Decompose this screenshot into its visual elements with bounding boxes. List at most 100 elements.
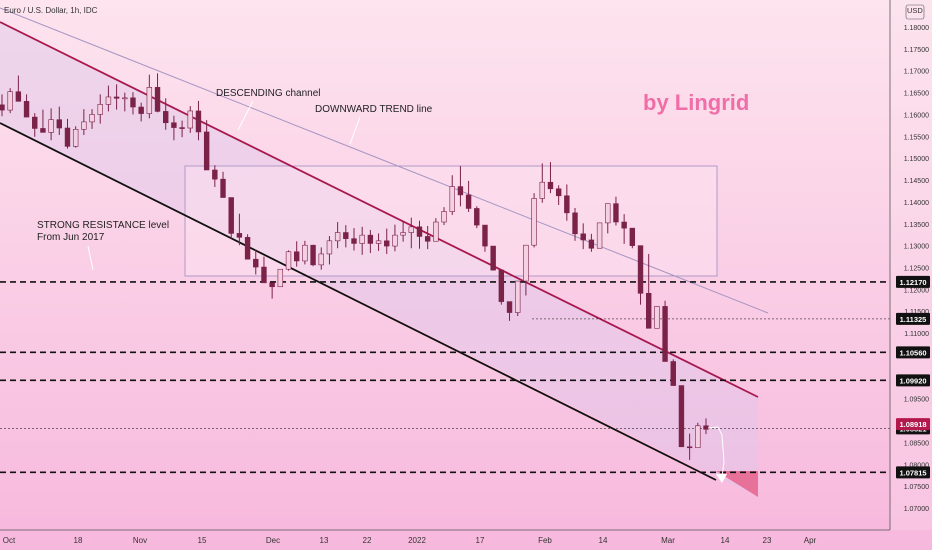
candle-body — [7, 91, 13, 111]
candle-body — [506, 301, 513, 313]
target-zone — [716, 471, 758, 497]
candle-body — [302, 244, 308, 262]
x-tick-label: 17 — [476, 536, 485, 545]
projection-path — [707, 426, 725, 478]
x-tick-label: Nov — [133, 536, 147, 545]
candle-body — [23, 101, 30, 118]
candle-body — [686, 446, 693, 449]
x-tick-label: 14 — [599, 536, 608, 545]
candle-body — [424, 236, 431, 242]
candle-body — [670, 361, 676, 386]
candle-body — [310, 244, 316, 266]
candle-body — [228, 197, 234, 234]
candle-body — [277, 268, 284, 288]
y-tick-label: 1.11000 — [904, 331, 929, 338]
candle-body — [163, 111, 169, 124]
y-tick-label: 1.16000 — [904, 112, 929, 119]
svg-text:1.07815: 1.07815 — [899, 468, 926, 477]
y-tick-label: 1.12500 — [904, 266, 929, 273]
candle-body — [187, 110, 193, 129]
candle-body — [97, 104, 103, 115]
candle-body — [441, 211, 447, 223]
candle-body — [539, 181, 545, 199]
candle-body — [212, 169, 218, 180]
candle-body — [220, 178, 226, 198]
candle-body — [408, 226, 415, 233]
candle-body — [236, 233, 243, 238]
candle-body — [293, 251, 300, 262]
candle-body — [261, 266, 267, 284]
downtrend-pointer — [349, 116, 361, 145]
candle-body — [523, 244, 529, 282]
level-price-label: 1.10560 — [896, 346, 930, 359]
x-tick-label: Feb — [538, 536, 552, 545]
y-tick-label: 1.12000 — [904, 287, 929, 294]
watermark: by Lingrid — [643, 90, 749, 115]
descending-pointer — [237, 100, 254, 131]
horizontal-levels — [0, 281, 890, 474]
candle-body — [64, 127, 71, 147]
channel-lower-line — [0, 122, 717, 481]
x-tick-label: Dec — [266, 536, 280, 545]
svg-text:1.08918: 1.08918 — [899, 420, 926, 429]
candle-body — [146, 87, 153, 114]
candle-body — [269, 282, 275, 288]
x-tick-label: 23 — [763, 536, 772, 545]
x-tick-label: 14 — [721, 536, 730, 545]
candle-body — [482, 224, 488, 247]
level-price-label: 1.12170 — [896, 275, 930, 288]
candle-body — [629, 227, 636, 246]
current-price-label: 1.08918 — [896, 418, 930, 431]
y-tick-label: 1.08000 — [904, 462, 929, 469]
resistance-pointer — [87, 245, 94, 271]
candle-body — [449, 186, 455, 212]
candle-body — [318, 253, 324, 266]
candle-body — [588, 239, 595, 249]
annotation-resistance-line2: From Jun 2017 — [37, 232, 105, 243]
candlesticks — [0, 73, 709, 460]
consolidation-box — [184, 165, 718, 277]
level-price-label: 1.11325 — [896, 312, 930, 325]
candle-body — [15, 91, 22, 102]
candle-body — [203, 131, 210, 171]
y-tick-label: 1.14000 — [904, 200, 929, 207]
candle-body — [490, 245, 496, 271]
candle-body — [555, 188, 562, 197]
candle-body — [547, 181, 554, 190]
x-tick-label: 15 — [198, 536, 207, 545]
candle-body — [72, 129, 79, 147]
level-price-label: 1.07815 — [896, 466, 930, 479]
y-tick-label: 1.09500 — [904, 397, 929, 404]
candle-body — [171, 122, 177, 128]
svg-text:1.12170: 1.12170 — [899, 278, 926, 287]
candle-body — [515, 280, 521, 313]
annotation-descending: DESCENDING channel — [216, 88, 320, 99]
y-tick-label: 1.13500 — [904, 222, 929, 229]
candle-body — [285, 251, 292, 270]
price-axis[interactable]: USD 1.18000 1.17500 1.17000 1.16500 1.16000 1… — [889, 0, 932, 530]
candle-body — [703, 425, 709, 430]
candle-body — [343, 232, 349, 239]
y-tick-label: 1.17000 — [904, 69, 929, 76]
candle-body — [662, 306, 668, 362]
candle-body — [0, 104, 5, 111]
y-tick-label: 1.13000 — [904, 244, 929, 251]
y-tick-label: 1.15000 — [904, 156, 929, 163]
candle-body — [416, 226, 423, 237]
y-tick-label: 1.11500 — [904, 309, 929, 316]
candle-body — [334, 232, 341, 242]
svg-text:1.11325: 1.11325 — [900, 315, 927, 324]
candle-body — [433, 221, 439, 242]
time-axis[interactable]: Oct 18 Nov 15 Dec 13 22 2022 17 Feb 14 Mar 14 23 Apr — [0, 529, 890, 545]
candle-body — [81, 121, 87, 130]
x-tick-label: Mar — [661, 536, 675, 545]
candle-body — [48, 119, 54, 133]
candle-body — [695, 425, 701, 448]
candle-body — [572, 212, 578, 235]
x-tick-label: Apr — [804, 536, 817, 545]
axis-settings-button[interactable] — [905, 4, 925, 20]
y-tick-label: 1.15500 — [904, 134, 929, 141]
candle-body — [645, 292, 652, 329]
candle-body — [637, 245, 644, 294]
